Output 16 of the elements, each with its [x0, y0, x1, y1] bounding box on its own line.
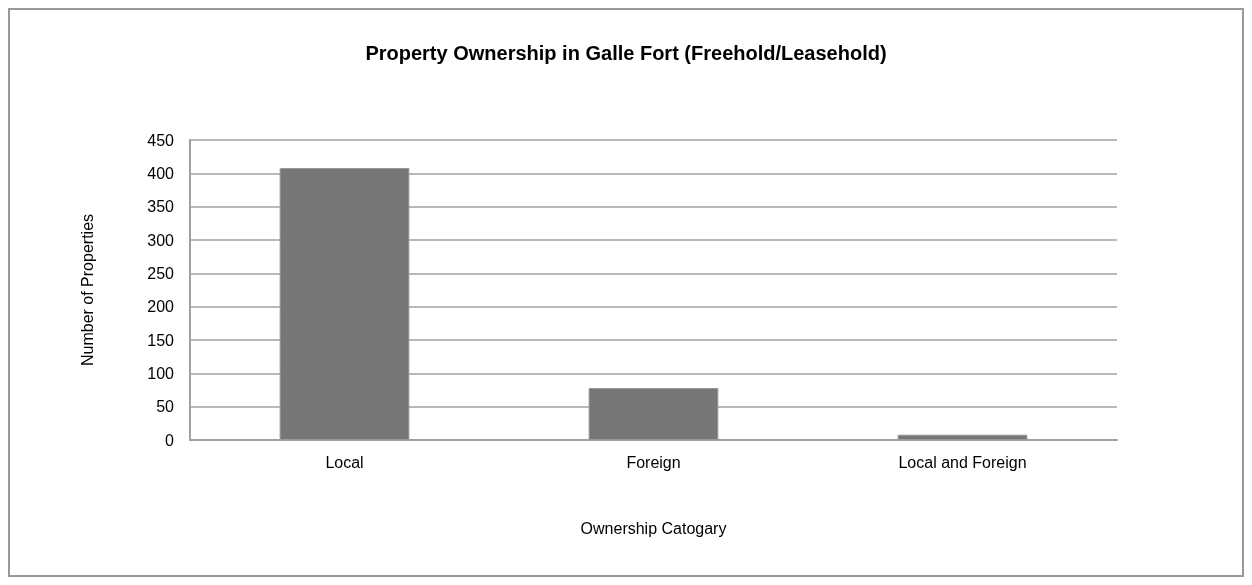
y-tick-label: 150: [147, 331, 175, 349]
x-tick-label: Local and Foreign: [898, 453, 1027, 471]
x-axis-title: Ownership Catogary: [580, 519, 727, 537]
y-axis-title: Number of Properties: [78, 213, 96, 367]
y-tick-label: 250: [147, 264, 175, 282]
y-tick-label: 300: [147, 231, 175, 249]
y-tick-label: 200: [147, 298, 175, 316]
y-tick-label: 450: [147, 131, 175, 149]
y-tick-label: 350: [147, 198, 175, 216]
y-tick-label: 0: [165, 431, 175, 449]
x-tick-label: Local: [325, 453, 364, 471]
chart-title: Property Ownership in Galle Fort (Freehold/Leasehold): [365, 42, 887, 64]
y-tick-label: 50: [156, 398, 175, 416]
y-tick-label: 400: [147, 164, 175, 182]
x-tick-label: Foreign: [626, 453, 681, 471]
y-tick-label: 100: [147, 364, 175, 382]
